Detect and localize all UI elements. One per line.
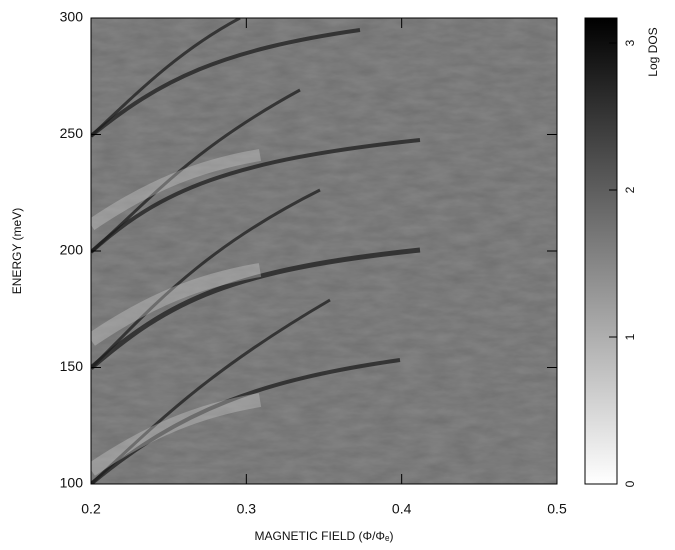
y-tick-label: 300: [60, 9, 84, 25]
y-tick-label: 250: [60, 125, 84, 141]
colorbar-tick-label: 1: [623, 333, 637, 340]
x-axis-label: MAGNETIC FIELD (Φ/Φₑ): [255, 529, 394, 543]
y-tick-label: 200: [60, 242, 84, 258]
x-tick-label: 0.5: [547, 501, 567, 517]
colorbar-tick-label: 3: [623, 39, 637, 46]
x-tick-label: 0.3: [237, 501, 257, 517]
y-axis-label: ENERGY (meV): [10, 208, 24, 294]
colorbar: [584, 17, 618, 485]
colorbar-label: Log DOS: [646, 27, 660, 76]
x-tick-label: 0.2: [81, 501, 101, 517]
x-tick-label: 0.4: [392, 501, 412, 517]
heatmap-image: [91, 18, 557, 484]
colorbar-tick-label: 0: [623, 480, 637, 487]
colorbar-tick-label: 2: [623, 186, 637, 193]
y-tick-label: 100: [60, 475, 84, 491]
y-tick-label: 150: [60, 358, 84, 374]
